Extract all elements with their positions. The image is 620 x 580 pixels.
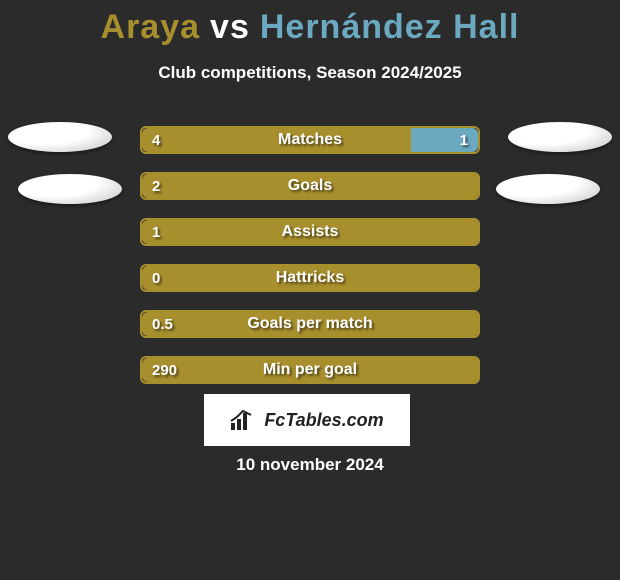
vs-label: vs [210, 8, 250, 46]
stat-label: Hattricks [142, 266, 478, 290]
brand-text: FcTables.com [264, 410, 383, 431]
stat-value-left: 4 [152, 128, 160, 152]
stat-bar: Goals per match0.5 [140, 310, 480, 338]
stat-value-left: 1 [152, 220, 160, 244]
stat-bar: Goals2 [140, 172, 480, 200]
stat-value-left: 0.5 [152, 312, 173, 336]
stat-value-right: 1 [460, 128, 468, 152]
comparison-infographic: Arayavs Hernández Hall Club competitions,… [0, 0, 620, 580]
stat-value-left: 290 [152, 358, 177, 382]
date-label: 10 november 2024 [0, 455, 620, 475]
stat-label: Goals [142, 174, 478, 198]
stat-label: Min per goal [142, 358, 478, 382]
stat-row: Goals per match0.5 [0, 303, 620, 349]
stat-bar: Min per goal290 [140, 356, 480, 384]
stat-label: Assists [142, 220, 478, 244]
stat-row: Matches4 1 [0, 119, 620, 165]
stat-row: Goals2 [0, 165, 620, 211]
stat-bar: Hattricks0 [140, 264, 480, 292]
stat-row: Assists1 [0, 211, 620, 257]
page-title: Arayavs Hernández Hall [0, 0, 620, 47]
stat-label: Goals per match [142, 312, 478, 336]
player2-name: Hernández Hall [260, 8, 520, 46]
stat-row: Min per goal290 [0, 349, 620, 395]
stat-value-left: 2 [152, 174, 160, 198]
stat-label: Matches [142, 128, 478, 152]
stats-chart: Matches41Goals2Assists1Hattricks0Goals p… [0, 119, 620, 395]
stat-bar: Assists1 [140, 218, 480, 246]
subtitle: Club competitions, Season 2024/2025 [0, 63, 620, 83]
player1-name: Araya [101, 8, 201, 46]
brand-icon [230, 409, 258, 431]
stat-row: Hattricks0 [0, 257, 620, 303]
brand-box: FcTables.com [204, 394, 410, 446]
stat-bar: Matches4 1 [140, 126, 480, 154]
stat-value-left: 0 [152, 266, 160, 290]
